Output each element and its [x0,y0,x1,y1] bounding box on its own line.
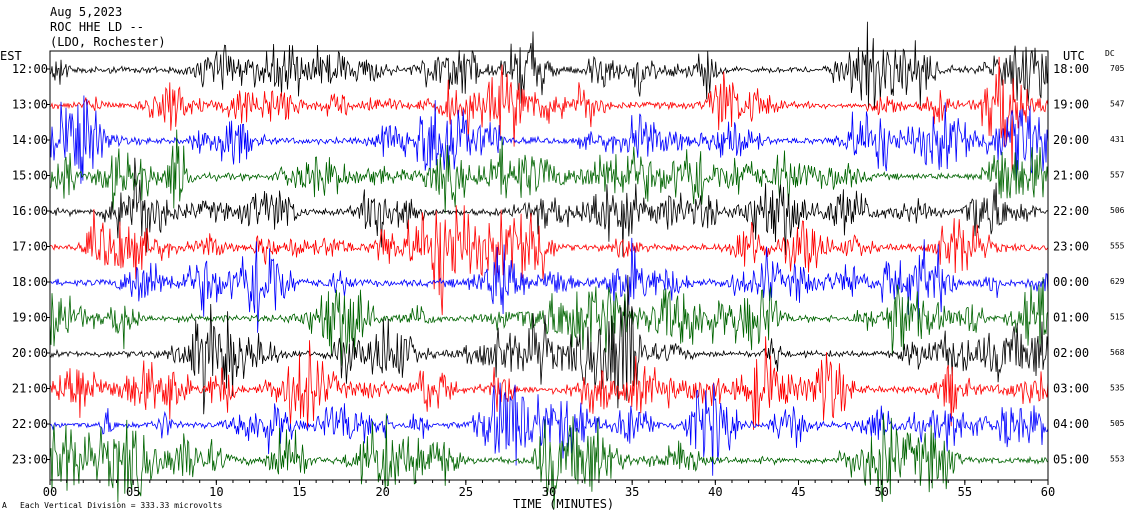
utc-tick-label: 03:00 [1053,382,1089,396]
left-time-labels: 12:00 13:00 14:00 15:00 16:00 17:00 18:00 19:00… [12,62,50,467]
x-tick-label: 40 [708,485,722,499]
dc-value: 506 [1110,206,1125,215]
x-axis-title: TIME (MINUTES) [513,497,614,511]
est-tick-label: 19:00 [12,311,48,325]
est-tick-label: 15:00 [12,169,48,183]
dc-value: 547 [1110,100,1125,109]
header: Aug 5,2023 ROC HHE LD -- (LDO, Rochester… [50,5,166,49]
utc-tick-label: 18:00 [1053,62,1089,76]
trace-1300 [49,56,1049,173]
dc-value: 705 [1110,64,1125,73]
x-tick-label: 30 [542,485,556,499]
trace-1700 [49,205,1049,316]
utc-tick-label: 02:00 [1053,346,1089,360]
dc-value: 629 [1110,277,1125,286]
x-tick-label: 00 [43,485,57,499]
est-label: EST [0,49,22,63]
utc-label: UTC [1063,49,1085,63]
utc-tick-label: 04:00 [1053,417,1089,431]
footnote: Each Vertical Division = 333.33 microvol… [20,501,222,510]
trace-1200 [49,21,1049,109]
utc-tick-label: 05:00 [1053,453,1089,467]
est-tick-label: 12:00 [12,62,48,76]
utc-tick-label: 21:00 [1053,169,1089,183]
x-tick-label: 60 [1041,485,1055,499]
trace-1800 [49,237,1049,333]
trace-2300 [49,413,1049,509]
dc-value: 568 [1110,348,1125,357]
trace-2100 [49,336,1049,430]
est-tick-label: 21:00 [12,382,48,396]
x-tick-label: 05 [126,485,140,499]
right-time-labels: 18:00 19:00 20:00 21:00 22:00 23:00 00:00 01:00… [1053,62,1089,467]
dc-value: 515 [1110,313,1125,322]
utc-tick-label: 01:00 [1053,311,1089,325]
utc-tick-label: 22:00 [1053,204,1089,218]
utc-tick-label: 19:00 [1053,98,1089,112]
dc-value: 535 [1110,384,1125,393]
est-tick-label: 17:00 [12,240,48,254]
utc-tick-label: 23:00 [1053,240,1089,254]
trace-1900 [49,277,1049,366]
utc-tick-label: 00:00 [1053,275,1089,289]
utc-tick-label: 20:00 [1053,133,1089,147]
x-tick-label: 15 [292,485,306,499]
est-tick-label: 16:00 [12,204,48,218]
est-tick-label: 14:00 [12,133,48,147]
trace-2200 [49,382,1049,476]
dc-value: 555 [1110,242,1125,251]
date-label: Aug 5,2023 [50,5,122,19]
est-tick-label: 20:00 [12,346,48,360]
x-tick-label: 55 [958,485,972,499]
dc-value: 553 [1110,455,1125,464]
x-tick-label: 45 [791,485,805,499]
est-tick-label: 23:00 [12,453,48,467]
dc-value: 505 [1110,419,1125,428]
trace-2000 [49,275,1049,415]
x-tick-label: 50 [874,485,888,499]
x-tick-label: 20 [375,485,389,499]
est-tick-label: 22:00 [12,417,48,431]
dc-values: 705 547 431 557 506 555 629 515 568 535 505 553 [1110,64,1125,464]
dc-value: 431 [1110,135,1125,144]
x-tick-label: 25 [459,485,473,499]
traces [49,21,1049,509]
trace-1600 [49,157,1049,257]
location-label: (LDO, Rochester) [50,35,166,49]
x-tick-label: 35 [625,485,639,499]
station-label: ROC HHE LD -- [50,20,144,34]
trace-1400 [49,95,1049,184]
trace-1500 [49,129,1049,214]
footnote-mark: A [2,501,7,510]
est-tick-label: 18:00 [12,275,48,289]
x-tick-label: 10 [209,485,223,499]
est-tick-label: 13:00 [12,98,48,112]
x-axis: 00 05 10 15 20 25 30 35 40 45 50 55 60 [43,480,1055,499]
dc-value: 557 [1110,171,1125,180]
dc-label: DC [1105,49,1115,58]
